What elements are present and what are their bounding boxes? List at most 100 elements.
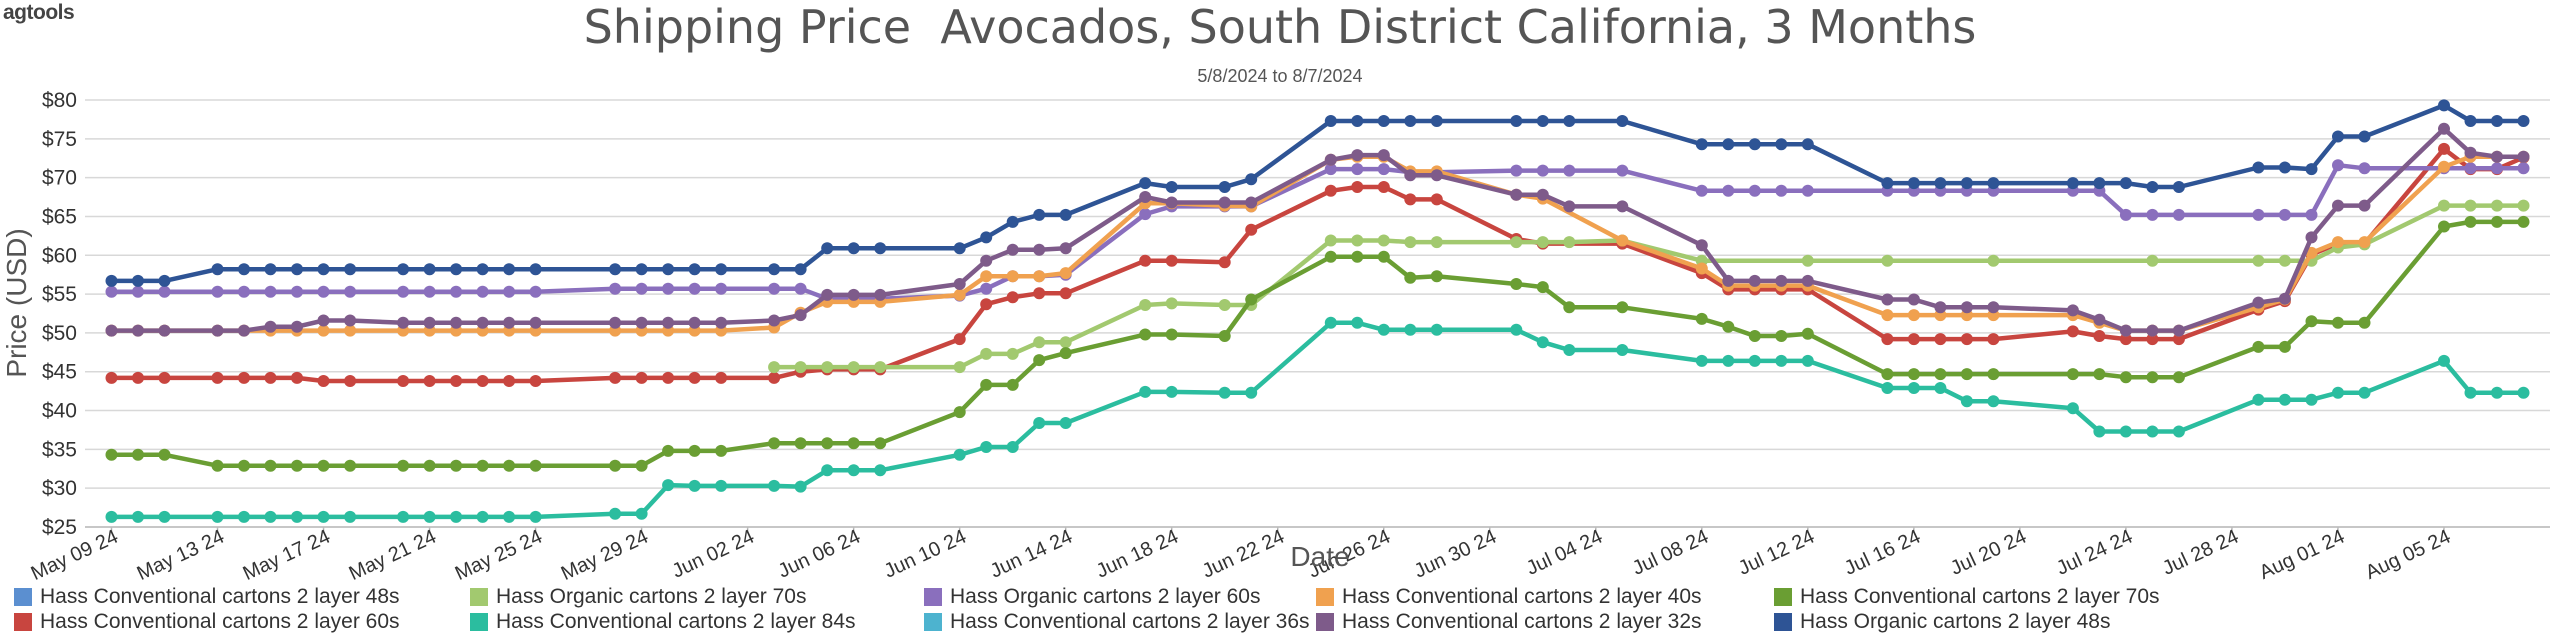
data-point[interactable] xyxy=(635,263,648,276)
data-point[interactable] xyxy=(1616,115,1629,127)
data-point[interactable] xyxy=(980,378,993,391)
data-point[interactable] xyxy=(2252,254,2265,267)
data-point[interactable] xyxy=(1245,386,1258,399)
data-point[interactable] xyxy=(1139,385,1152,398)
data-point[interactable] xyxy=(1059,208,1072,221)
data-point[interactable] xyxy=(2491,162,2503,175)
data-point[interactable] xyxy=(1907,382,1920,394)
data-point[interactable] xyxy=(211,324,224,337)
data-point[interactable] xyxy=(264,371,277,384)
data-point[interactable] xyxy=(1695,262,1708,275)
data-point[interactable] xyxy=(344,324,357,337)
data-point[interactable] xyxy=(1033,354,1046,367)
data-point[interactable] xyxy=(158,324,171,337)
data-point[interactable] xyxy=(2491,115,2503,127)
data-point[interactable] xyxy=(158,510,171,523)
data-point[interactable] xyxy=(1245,223,1258,236)
data-point[interactable] xyxy=(1881,368,1894,381)
data-point[interactable] xyxy=(1881,254,1894,267)
data-point[interactable] xyxy=(291,510,303,523)
data-point[interactable] xyxy=(821,464,834,477)
data-point[interactable] xyxy=(1616,234,1629,247)
data-point[interactable] xyxy=(847,242,860,255)
data-point[interactable] xyxy=(450,459,463,472)
data-point[interactable] xyxy=(662,444,675,457)
data-point[interactable] xyxy=(1006,270,1019,283)
data-point[interactable] xyxy=(476,510,489,523)
data-point[interactable] xyxy=(2119,208,2132,221)
data-point[interactable] xyxy=(1006,441,1019,453)
data-point[interactable] xyxy=(821,361,834,374)
data-point[interactable] xyxy=(1139,191,1152,203)
data-point[interactable] xyxy=(503,316,516,329)
data-point[interactable] xyxy=(1139,208,1152,221)
data-point[interactable] xyxy=(1510,164,1523,177)
data-point[interactable] xyxy=(1748,354,1761,367)
data-point[interactable] xyxy=(476,375,489,387)
data-point[interactable] xyxy=(794,361,807,374)
data-point[interactable] xyxy=(2305,315,2318,328)
data-point[interactable] xyxy=(2491,215,2503,228)
data-point[interactable] xyxy=(529,375,542,387)
data-point[interactable] xyxy=(1616,301,1629,314)
data-point[interactable] xyxy=(980,298,993,311)
data-point[interactable] xyxy=(503,375,516,387)
data-point[interactable] xyxy=(423,316,436,329)
data-point[interactable] xyxy=(1775,184,1788,197)
data-point[interactable] xyxy=(2517,215,2530,228)
data-point[interactable] xyxy=(450,375,463,387)
data-point[interactable] xyxy=(2252,296,2265,309)
data-point[interactable] xyxy=(1139,299,1152,311)
data-point[interactable] xyxy=(529,263,542,276)
data-point[interactable] xyxy=(1907,177,1920,190)
data-point[interactable] xyxy=(1218,256,1231,269)
data-point[interactable] xyxy=(1510,188,1523,201)
data-point[interactable] xyxy=(344,263,357,276)
data-point[interactable] xyxy=(291,263,303,276)
data-point[interactable] xyxy=(1218,386,1231,399)
data-point[interactable] xyxy=(211,510,224,523)
data-point[interactable] xyxy=(1907,333,1920,346)
data-point[interactable] xyxy=(2517,150,2530,163)
data-point[interactable] xyxy=(1748,274,1761,287)
data-point[interactable] xyxy=(132,371,144,384)
data-point[interactable] xyxy=(2358,162,2371,175)
data-point[interactable] xyxy=(1563,164,1576,177)
data-point[interactable] xyxy=(1033,287,1046,300)
data-point[interactable] xyxy=(344,459,357,472)
data-point[interactable] xyxy=(2278,161,2291,174)
data-point[interactable] xyxy=(2252,340,2265,353)
data-point[interactable] xyxy=(476,316,489,329)
data-point[interactable] xyxy=(1404,115,1417,127)
data-point[interactable] xyxy=(291,285,303,298)
data-point[interactable] xyxy=(2172,324,2185,337)
data-point[interactable] xyxy=(503,459,516,472)
data-point[interactable] xyxy=(1324,153,1337,166)
data-point[interactable] xyxy=(715,316,728,329)
data-point[interactable] xyxy=(1563,236,1576,249)
data-point[interactable] xyxy=(2119,425,2132,438)
data-point[interactable] xyxy=(1536,115,1549,127)
data-point[interactable] xyxy=(2358,386,2371,399)
data-point[interactable] xyxy=(688,263,701,276)
legend-item[interactable]: Hass Organic cartons 2 layer 48s xyxy=(1774,610,2110,634)
data-point[interactable] xyxy=(1801,254,1814,267)
data-point[interactable] xyxy=(1165,196,1178,209)
legend-item[interactable]: Hass Conventional cartons 2 layer 48s xyxy=(14,585,400,609)
data-point[interactable] xyxy=(1033,208,1046,221)
data-point[interactable] xyxy=(1139,328,1152,341)
data-point[interactable] xyxy=(794,282,807,295)
data-point[interactable] xyxy=(821,242,834,255)
legend-item[interactable]: Hass Conventional cartons 2 layer 36s xyxy=(924,610,1310,634)
data-point[interactable] xyxy=(1430,236,1443,249)
data-point[interactable] xyxy=(2358,130,2371,143)
data-point[interactable] xyxy=(1881,333,1894,346)
data-point[interactable] xyxy=(1695,239,1708,252)
data-point[interactable] xyxy=(105,510,118,523)
data-point[interactable] xyxy=(2146,181,2159,193)
data-point[interactable] xyxy=(105,371,118,384)
data-point[interactable] xyxy=(1695,184,1708,197)
data-point[interactable] xyxy=(423,375,436,387)
data-point[interactable] xyxy=(1324,115,1337,127)
data-point[interactable] xyxy=(2464,199,2477,212)
